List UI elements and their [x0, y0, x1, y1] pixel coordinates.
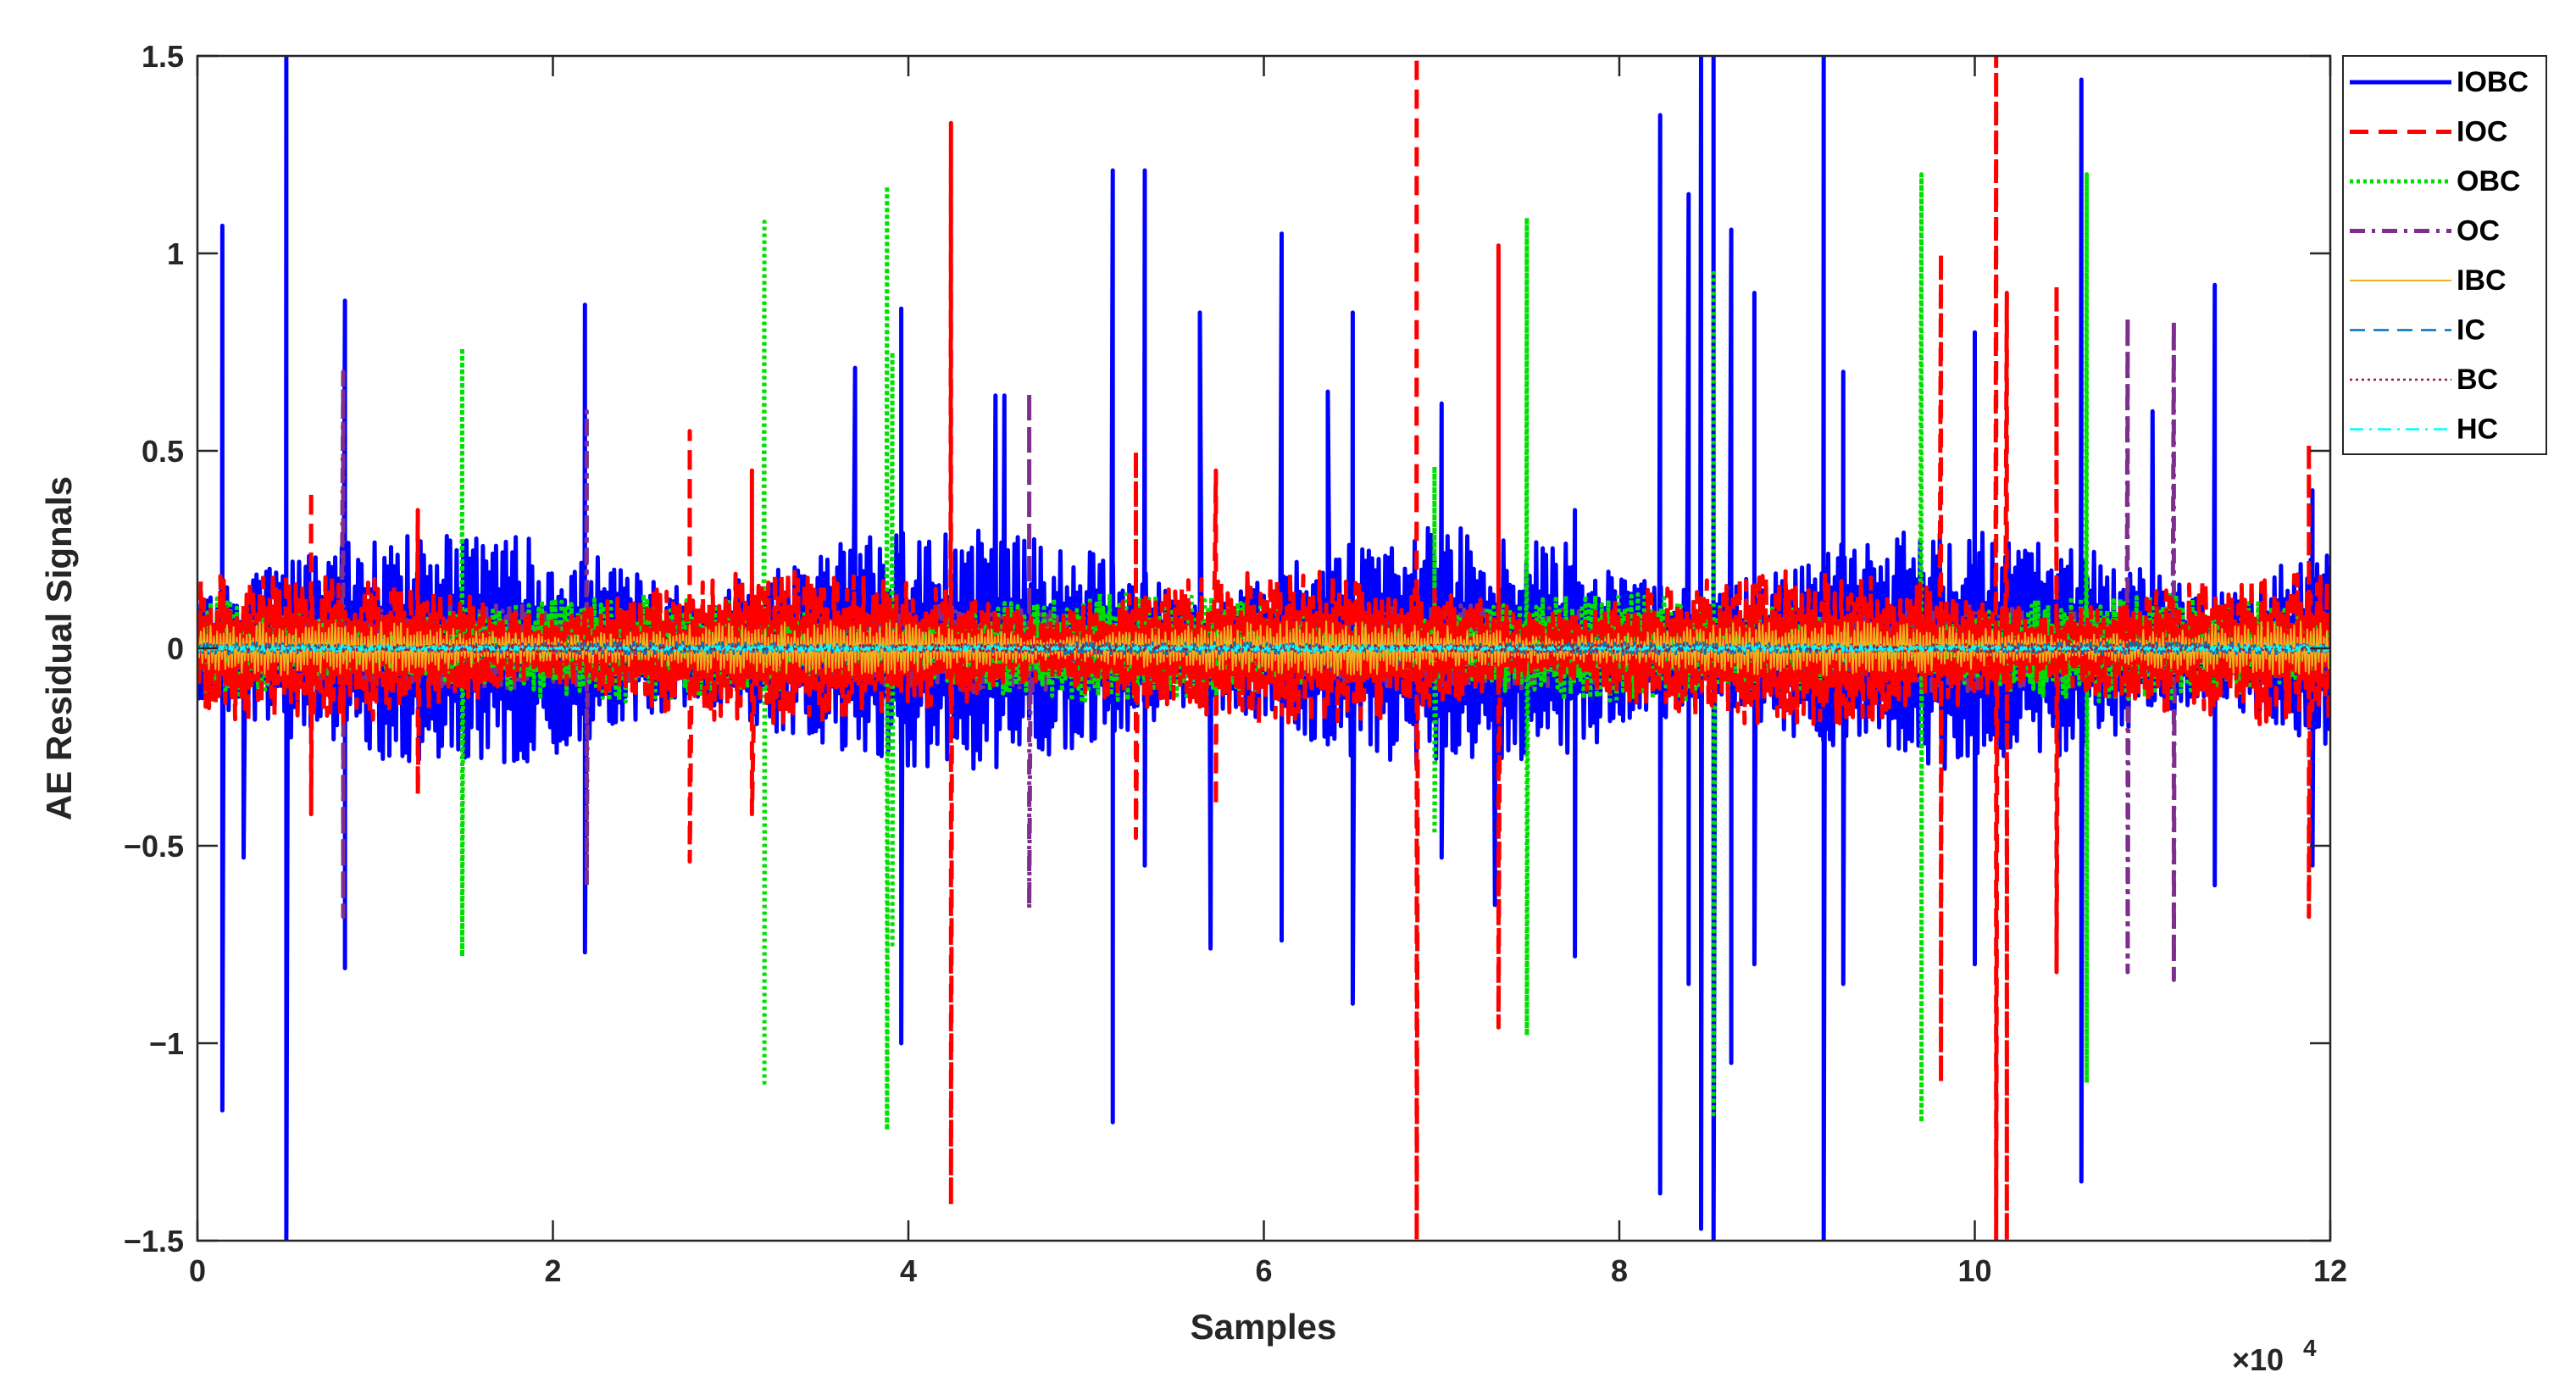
y-axis-title: AE Residual Signals — [39, 476, 79, 820]
x-tick-label: 10 — [1957, 1253, 1991, 1288]
y-tick-label: 1.5 — [142, 39, 184, 74]
x-tick-label: 2 — [544, 1253, 561, 1288]
legend: IOBC IOC OBC OC IBC IC BC HC — [2342, 55, 2547, 455]
x-tick-label: 0 — [189, 1253, 206, 1288]
y-tick-label: 0 — [167, 631, 184, 666]
legend-label-oc: OC — [2457, 215, 2500, 247]
x-axis-title: Samples — [1191, 1307, 1337, 1347]
legend-label-iobc: IOBC — [2457, 66, 2529, 98]
x-exponent-power: 4 — [2303, 1335, 2317, 1361]
series-layer — [197, 56, 2330, 1241]
x-tick-label: 12 — [2313, 1253, 2347, 1288]
legend-label-obc: OBC — [2457, 165, 2521, 197]
y-tick-label: −1 — [149, 1026, 184, 1061]
legend-label-ic: IC — [2457, 314, 2485, 347]
series-line-hc — [197, 643, 2330, 653]
legend-label-hc: HC — [2457, 414, 2498, 446]
legend-label-ibc: IBC — [2457, 264, 2507, 297]
x-exponent-base: ×10 — [2232, 1342, 2284, 1377]
x-exponent-label: ×10 4 — [2232, 1335, 2317, 1377]
y-tick-label: −1.5 — [124, 1224, 184, 1258]
x-tick-label: 6 — [1255, 1253, 1272, 1288]
y-tick-label: 0.5 — [142, 434, 184, 469]
series-line-ic — [197, 641, 2330, 657]
ticks-layer: 0 2 4 6 8 10 12 −1.5 −1 −0.5 0 0.5 1 1.5 — [124, 39, 2347, 1288]
legend-box — [2342, 55, 2547, 455]
x-tick-label: 4 — [900, 1253, 917, 1288]
legend-label-bc: BC — [2457, 364, 2498, 396]
x-tick-label: 8 — [1611, 1253, 1628, 1288]
legend-label-ioc: IOC — [2457, 116, 2507, 148]
y-tick-label: 1 — [167, 236, 184, 271]
y-tick-label: −0.5 — [124, 829, 184, 864]
